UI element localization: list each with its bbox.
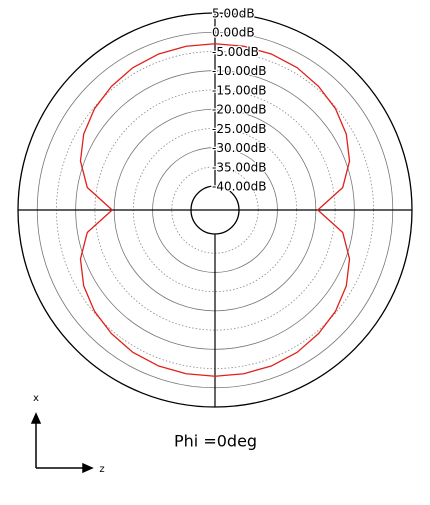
r-tick-label: 5.00dB: [212, 7, 255, 21]
horizontal-axis-label: z: [99, 464, 104, 475]
pattern-line: [79, 43, 351, 377]
grid: [17, 12, 413, 408]
vertical-axis-label: x: [33, 393, 39, 404]
r-tick-label: -30.00dB: [212, 141, 267, 155]
r-tick-label: -15.00dB: [212, 83, 267, 97]
r-tick-label: -35.00dB: [212, 160, 267, 174]
z-arrow-head: [82, 462, 94, 474]
x-arrow-head: [30, 412, 42, 424]
r-tick-label: -20.00dB: [212, 103, 267, 117]
annotation: Phi =0deg: [174, 432, 257, 451]
r-tick-label: -40.00dB: [212, 180, 267, 194]
r-tick-label: -25.00dB: [212, 122, 267, 136]
r-tick-label: 0.00dB: [212, 26, 255, 40]
r-tick-label: -10.00dB: [212, 64, 267, 78]
r-tick-label: -5.00dB: [212, 45, 259, 59]
axis-legend: [30, 412, 94, 474]
